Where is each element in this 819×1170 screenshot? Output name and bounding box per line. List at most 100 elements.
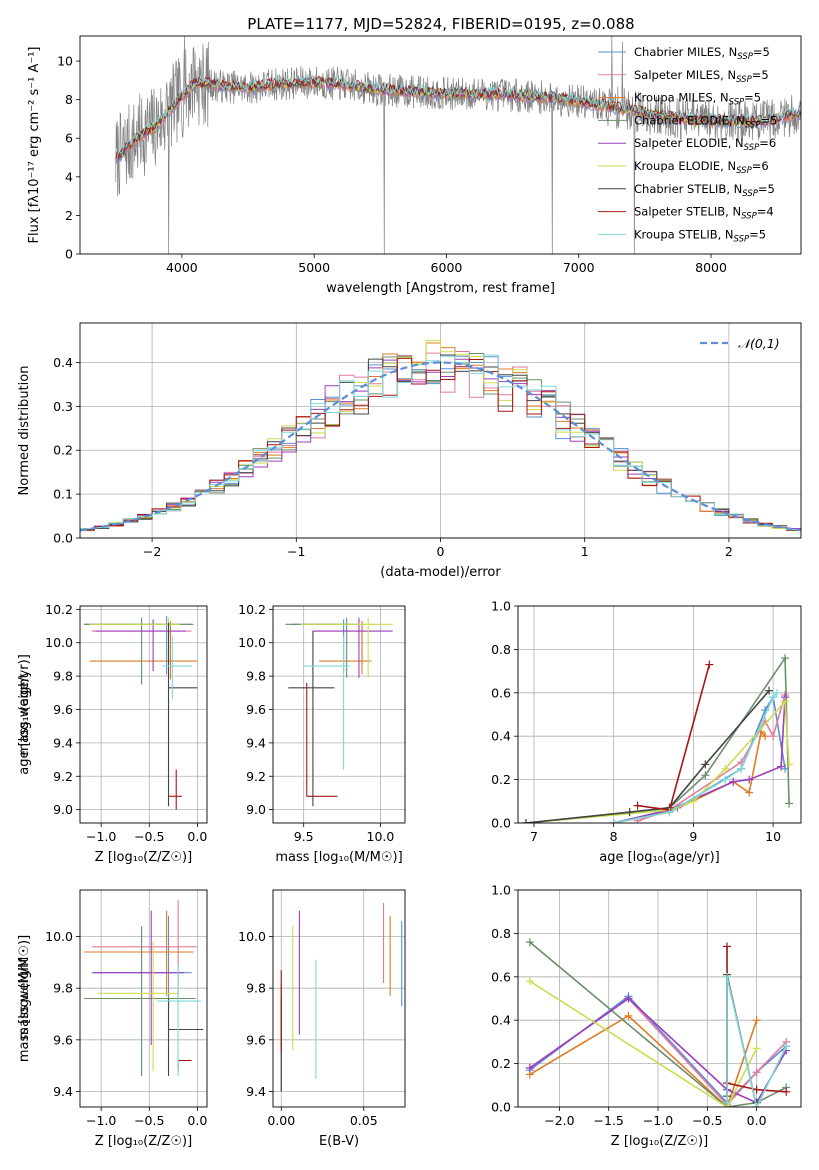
y-tick-label: 10.2 — [45, 602, 73, 617]
y-tick-label: 1.0 — [491, 599, 511, 614]
y-tick-label: 9.8 — [53, 981, 73, 996]
y-tick-label: 1.0 — [491, 883, 511, 898]
age-vs-mass-plot-area — [285, 617, 393, 807]
y-tick-label: 0.0 — [491, 816, 511, 831]
y-tick-label: 9.6 — [53, 702, 73, 717]
mass-vs-extinction-panel: 0.00 0.05 9.4 9.6 9.8 10.0 E(B-V) — [238, 889, 406, 1149]
y-axis-label: mass [log₁₀(M/M☉)] — [17, 935, 32, 1062]
x-tick-label: −0.5 — [134, 1113, 164, 1128]
x-tick-label: 0.0 — [187, 829, 207, 844]
y-tick-label: 10.2 — [238, 602, 266, 617]
x-tick-label: 10.0 — [367, 829, 395, 844]
model-spectrum-line — [115, 75, 801, 160]
y-axis-label: mass weight — [17, 957, 32, 1039]
x-tick-label: −1.5 — [594, 1113, 624, 1128]
y-tick-label: 6 — [65, 131, 73, 146]
axes-frame — [79, 889, 208, 1108]
x-tick-label: 0.0 — [187, 1113, 207, 1128]
mass-weight-line — [613, 730, 766, 823]
mass-weight-vs-metallicity-plot-area — [525, 938, 791, 1107]
mass-weight-line — [613, 692, 778, 823]
y-tick-label: 2 — [65, 208, 73, 223]
axes-frame — [79, 605, 208, 824]
y-tick-label: 9.8 — [246, 981, 266, 996]
age-vs-metallicity-panel: −1.0 −0.5 0.0 9.0 9.2 9.4 9.6 9.8 10.0 10.2 Z [log… — [17, 602, 208, 865]
y-tick-label: 0.8 — [491, 642, 511, 657]
x-axis-label: (data-model)/error — [380, 565, 501, 580]
y-tick-label: 9.0 — [53, 802, 73, 817]
y-axis-label: Flux [fλ10⁻¹⁷ erg cm⁻² s⁻¹ A⁻¹] — [27, 47, 42, 244]
x-tick-label: 10 — [765, 829, 781, 844]
mass-weight-line — [726, 976, 787, 1107]
mass-weight-line — [529, 941, 787, 1107]
axes-frame — [272, 605, 406, 824]
y-axis-label: age [log₁₀(age/yr)] — [17, 654, 32, 775]
mass-weight-line — [613, 697, 786, 823]
x-tick-label: 8 — [610, 829, 618, 844]
y-tick-label: 0.3 — [53, 399, 73, 414]
mass-weight-line — [613, 694, 786, 823]
legend-entry: Salpeter MILES, NSSP=5 — [634, 68, 769, 85]
x-axis-label: Z [log₁₀(Z/Z☉)] — [611, 1134, 708, 1149]
axes-frame — [517, 605, 802, 824]
legend-entry: Chabrier MILES, NSSP=5 — [634, 45, 770, 62]
x-axis-label: Z [log₁₀(Z/Z☉)] — [95, 1134, 192, 1149]
residual-histogram-plot-area — [80, 340, 801, 533]
x-tick-label: 5000 — [298, 260, 330, 275]
legend-entry: Salpeter STELIB, NSSP=4 — [634, 205, 774, 222]
x-tick-label: 6000 — [431, 260, 463, 275]
axes-frame — [272, 889, 406, 1108]
mass-weight-line — [529, 1014, 758, 1107]
spectrum-panel: 4000 5000 6000 7000 8000 0 2 4 6 8 10 wavelength [A… — [27, 35, 802, 296]
y-tick-label: 9.8 — [53, 669, 73, 684]
x-tick-label: 1 — [581, 544, 589, 559]
x-axis-label: E(B-V) — [319, 1134, 359, 1149]
x-tick-label: −1 — [287, 544, 305, 559]
x-tick-label: 9.5 — [294, 829, 314, 844]
axes-frame — [79, 322, 802, 539]
y-tick-label: 9.2 — [53, 769, 73, 784]
y-tick-label: 0 — [65, 247, 73, 262]
y-axis-label: mass weight — [17, 673, 32, 755]
y-tick-label: 10.0 — [238, 635, 266, 650]
y-tick-label: 0.2 — [53, 443, 73, 458]
x-tick-label: −1.0 — [86, 829, 116, 844]
x-tick-label: 7 — [530, 829, 538, 844]
y-tick-label: 10.0 — [238, 929, 266, 944]
mass-weight-vs-metallicity-panel: −2.0 −1.5 −1.0 −0.5 0.0 0.0 0.2 0.4 0.6 0.8 1.0 Z [… — [17, 883, 802, 1149]
x-tick-label: 0.05 — [350, 1113, 378, 1128]
y-tick-label: 0.0 — [491, 1100, 511, 1115]
x-tick-label: 2 — [725, 544, 733, 559]
axes-frame — [79, 35, 802, 255]
legend-entry: Kroupa ELODIE, NSSP=6 — [634, 159, 769, 176]
spectrum-legend: Chabrier MILES, NSSP=5 Salpeter MILES, NS… — [598, 45, 777, 244]
y-tick-label: 0.2 — [491, 772, 511, 787]
y-tick-label: 10 — [57, 54, 73, 69]
age-vs-mass-panel: 9.5 10.0 9.0 9.2 9.4 9.6 9.8 10.0 10.2 mass [log₁… — [238, 602, 406, 865]
y-tick-label: 0.6 — [491, 969, 511, 984]
y-tick-label: 4 — [65, 169, 73, 184]
mass-vs-extinction-plot-area — [280, 902, 403, 1092]
y-tick-label: 0.4 — [491, 1013, 511, 1028]
x-tick-label: −1.0 — [643, 1113, 673, 1128]
legend-entry: Kroupa MILES, NSSP=5 — [634, 91, 761, 108]
y-tick-label: 0.4 — [491, 729, 511, 744]
x-tick-label: −0.5 — [692, 1113, 722, 1128]
y-tick-label: 9.4 — [53, 735, 73, 750]
normal-distribution-curve — [80, 361, 801, 532]
x-axis-label: mass [log₁₀(M/M☉)] — [275, 850, 402, 865]
mass-weight-line — [637, 664, 711, 811]
y-tick-label: 9.0 — [246, 802, 266, 817]
y-tick-label: 9.4 — [246, 735, 266, 750]
mass-weight-vs-age-plot-area — [521, 654, 794, 823]
x-tick-label: 8000 — [695, 260, 727, 275]
legend-entry: Chabrier STELIB, NSSP=5 — [634, 182, 775, 199]
y-tick-label: 9.2 — [246, 769, 266, 784]
y-tick-label: 0.4 — [53, 355, 73, 370]
x-axis-label: Z [log₁₀(Z/Z☉)] — [95, 850, 192, 865]
x-tick-label: −0.5 — [134, 829, 164, 844]
y-axis-label: Normed distribution — [17, 366, 32, 496]
y-tick-label: 9.6 — [53, 1032, 73, 1047]
mass-weight-line — [529, 980, 758, 1107]
y-tick-label: 0.1 — [53, 487, 73, 502]
